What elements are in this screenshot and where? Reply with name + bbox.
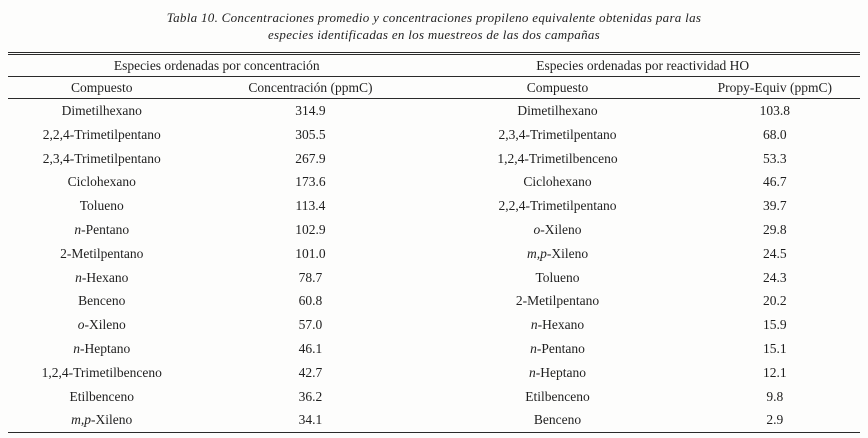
compound-cell-right: 2-Metilpentano	[515, 293, 600, 309]
table-row: Benceno 60.8 2-Metilpentano 20.2	[8, 289, 860, 313]
caption-line-2: especies identificadas en los muestreos …	[267, 27, 601, 42]
compound-cell-left: 2,3,4-Trimetilpentano	[42, 150, 161, 166]
compound-cell-left: Dimetilhexano	[61, 103, 142, 118]
table-row: Etilbenceno 36.2 Etilbenceno 9.8	[8, 385, 860, 409]
group-header-row: Especies ordenadas por concentración Esp…	[8, 53, 860, 77]
compound-cell-left: m,p-Xileno	[71, 412, 133, 428]
table-row: o-Xileno 57.0 n-Hexano 15.9	[8, 313, 860, 337]
value-cell-concentration: 46.1	[298, 340, 323, 356]
value-cell-concentration: 60.8	[298, 293, 323, 309]
value-cell-propy-equiv: 24.5	[762, 245, 787, 261]
value-cell-propy-equiv: 46.7	[762, 174, 787, 190]
table-row: m,p-Xileno 34.1 Benceno 2.9	[8, 408, 860, 432]
compound-cell-right: Etilbenceno	[525, 388, 590, 404]
value-cell-propy-equiv: 29.8	[762, 221, 787, 237]
table-row: Ciclohexano 173.6 Ciclohexano 46.7	[8, 170, 860, 194]
compound-cell-right: Dimetilhexano	[517, 103, 598, 118]
column-header-row: Compuesto Concentración (ppmC) Compuesto…	[8, 76, 860, 99]
value-cell-propy-equiv: 53.3	[762, 150, 787, 166]
compound-cell-left: n-Heptano	[73, 340, 131, 356]
value-cell-concentration: 36.2	[298, 388, 323, 404]
table-row: 1,2,4-Trimetilbenceno 42.7 n-Heptano 12.1	[8, 361, 860, 385]
value-cell-propy-equiv: 15.1	[762, 340, 787, 356]
col-header-compound-right: Compuesto	[425, 76, 690, 99]
col-header-concentration: Concentración (ppmC)	[195, 76, 426, 99]
compound-cell-right: n-Heptano	[529, 364, 587, 380]
value-cell-propy-equiv: 103.8	[759, 103, 790, 118]
compound-cell-left: Benceno	[78, 293, 126, 309]
compound-cell-left: 1,2,4-Trimetilbenceno	[41, 364, 162, 380]
compound-cell-right: n-Pentano	[530, 340, 585, 356]
table-caption: Tabla 10. Concentraciones promedio y con…	[0, 9, 868, 43]
value-cell-concentration: 102.9	[295, 221, 326, 237]
table-body: Dimetilhexano 314.9 Dimetilhexano 103.8 2,2,…	[8, 99, 860, 433]
table-row: 2-Metilpentano 101.0 m,p-Xileno 24.5	[8, 242, 860, 266]
value-cell-propy-equiv: 24.3	[762, 269, 787, 285]
compound-cell-left: o-Xileno	[77, 317, 126, 333]
col-header-compound-left: Compuesto	[8, 76, 196, 99]
compound-cell-left: n-Hexano	[75, 269, 129, 285]
caption-line-1: Tabla 10. Concentraciones promedio y con…	[166, 10, 702, 25]
compound-cell-left: 2-Metilpentano	[60, 245, 144, 261]
value-cell-propy-equiv: 68.0	[762, 126, 787, 142]
group-header-concentration: Especies ordenadas por concentración	[8, 53, 426, 77]
value-cell-concentration: 113.4	[295, 198, 326, 214]
value-cell-propy-equiv: 12.1	[762, 364, 787, 380]
table-row: n-Pentano 102.9 o-Xileno 29.8	[8, 218, 860, 242]
value-cell-concentration: 42.7	[298, 364, 323, 380]
table-row: n-Heptano 46.1 n-Pentano 15.1	[8, 337, 860, 361]
compound-cell-right: Ciclohexano	[523, 174, 592, 190]
table-row: n-Hexano 78.7 Tolueno 24.3	[8, 266, 860, 290]
compound-cell-right: n-Hexano	[530, 317, 585, 333]
compound-cell-right: 2,3,4-Trimetilpentano	[498, 126, 617, 142]
compound-cell-left: 2,2,4-Trimetilpentano	[42, 126, 161, 142]
table-row: 2,3,4-Trimetilpentano 267.9 1,2,4-Trimetil…	[8, 147, 860, 171]
col-header-propy-equiv: Propy-Equiv (ppmC)	[689, 76, 860, 99]
value-cell-propy-equiv: 9.8	[766, 388, 784, 404]
compound-cell-right: Benceno	[533, 412, 582, 428]
compound-cell-left: Tolueno	[79, 198, 124, 214]
value-cell-propy-equiv: 2.9	[766, 412, 784, 428]
value-cell-concentration: 34.1	[298, 412, 323, 428]
value-cell-concentration: 78.7	[298, 269, 323, 285]
value-cell-propy-equiv: 20.2	[762, 293, 787, 309]
compound-cell-right: 2,2,4-Trimetilpentano	[498, 198, 617, 214]
compound-cell-left: Ciclohexano	[67, 174, 136, 190]
table-row: 2,2,4-Trimetilpentano 305.5 2,3,4-Trimetil…	[8, 123, 860, 147]
value-cell-concentration: 314.9	[295, 103, 326, 118]
value-cell-concentration: 173.6	[295, 174, 326, 190]
data-table: Especies ordenadas por concentración Esp…	[8, 52, 860, 434]
compound-cell-left: Etilbenceno	[69, 388, 134, 404]
value-cell-concentration: 57.0	[298, 317, 323, 333]
value-cell-concentration: 305.5	[295, 126, 326, 142]
compound-cell-right: o-Xileno	[533, 221, 582, 237]
compound-cell-left: n-Pentano	[74, 221, 130, 237]
group-header-reactivity: Especies ordenadas por reactividad HO	[425, 53, 860, 77]
compound-cell-right: Tolueno	[535, 269, 580, 285]
value-cell-concentration: 267.9	[295, 150, 326, 166]
value-cell-propy-equiv: 15.9	[762, 317, 787, 333]
compound-cell-right: m,p-Xileno	[526, 245, 589, 261]
value-cell-propy-equiv: 39.7	[762, 198, 787, 214]
value-cell-concentration: 101.0	[295, 245, 326, 261]
table-row: Tolueno 113.4 2,2,4-Trimetilpentano 39.7	[8, 194, 860, 218]
table-row: Dimetilhexano 314.9 Dimetilhexano 103.8	[8, 99, 860, 123]
compound-cell-right: 1,2,4-Trimetilbenceno	[497, 150, 618, 166]
